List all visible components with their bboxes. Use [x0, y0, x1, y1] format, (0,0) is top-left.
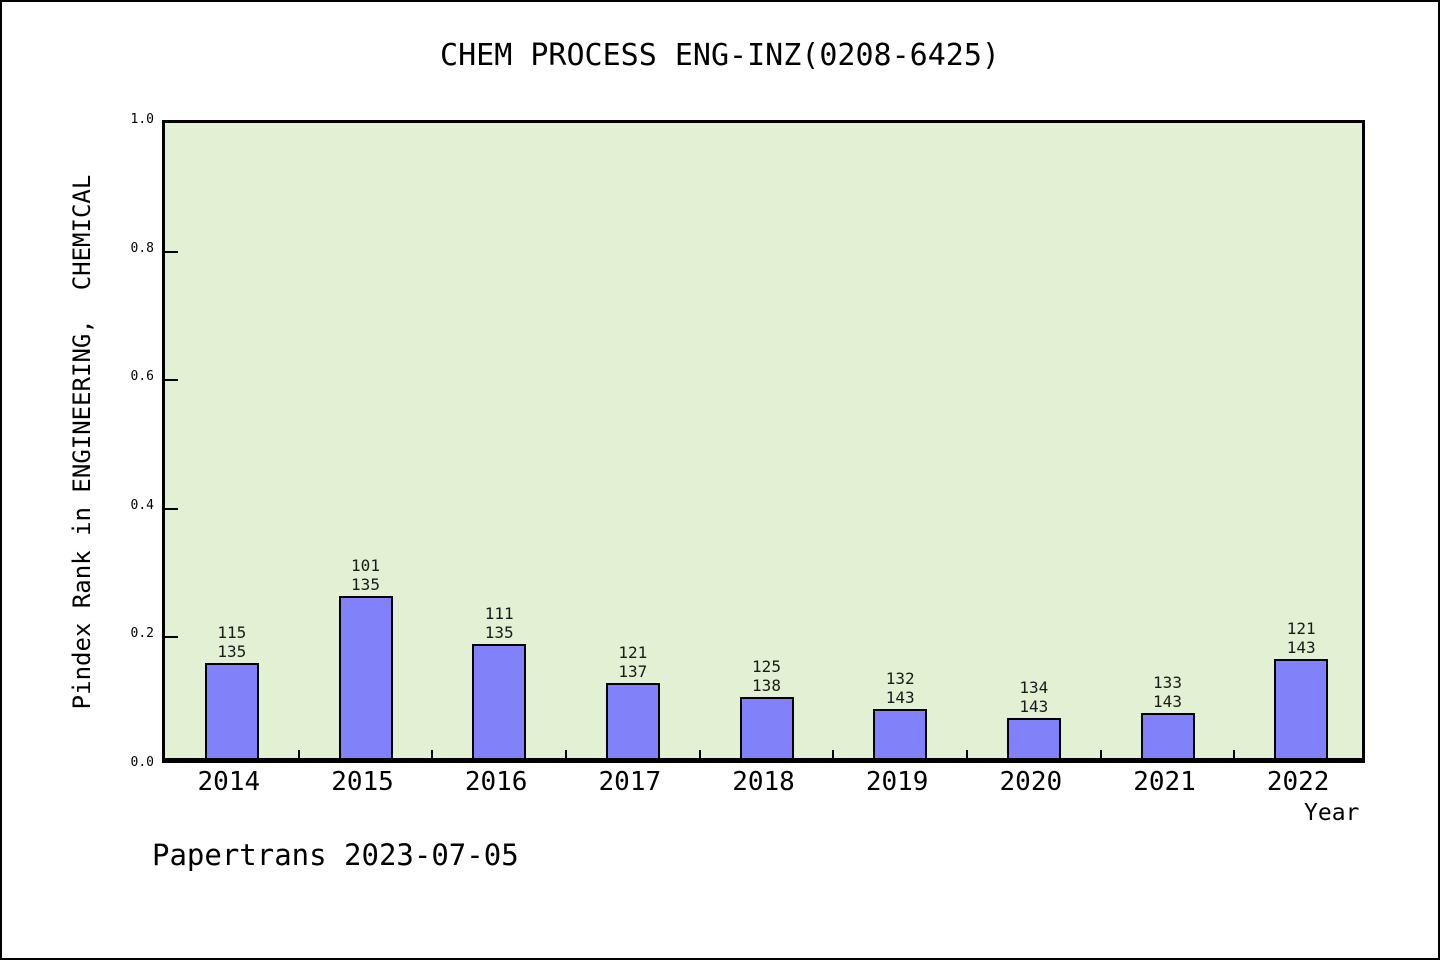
- bar: [1274, 659, 1329, 758]
- x-tick-mark: [698, 750, 701, 758]
- y-tick-mark: [165, 379, 178, 382]
- bar-value-label: 121 143: [1286, 619, 1316, 657]
- x-axis-label: Year: [1304, 800, 1360, 826]
- x-category-label: 2021: [1133, 767, 1196, 797]
- bar-value-label: 133 143: [1153, 673, 1182, 711]
- y-tick-mark: [165, 636, 178, 639]
- y-tick-mark: [165, 250, 178, 253]
- bar: [605, 683, 660, 758]
- x-tick-mark: [565, 750, 567, 758]
- bar: [204, 663, 259, 758]
- bar: [472, 644, 527, 758]
- bar: [739, 697, 794, 758]
- bar: [1006, 718, 1061, 758]
- bar: [873, 709, 928, 758]
- bar-value-label: 125 138: [752, 657, 781, 695]
- y-tick-label: 1.0: [130, 112, 154, 127]
- y-tick-label: 0.4: [130, 497, 154, 513]
- x-tick-mark: [832, 750, 835, 758]
- bar-value-label: 111 135: [484, 604, 514, 642]
- y-tick-label: 0.0: [130, 755, 154, 770]
- y-tick-label: 0.8: [130, 240, 154, 256]
- x-tick-mark: [966, 750, 968, 758]
- y-axis-label: Pindex Rank in ENGINEERING, CHEMICAL: [68, 174, 96, 710]
- x-category-label: 2022: [1266, 767, 1330, 797]
- y-tick-label: 0.6: [130, 369, 154, 385]
- x-tick-mark: [1099, 750, 1102, 758]
- x-category-label: 2014: [197, 767, 261, 797]
- bar-value-label: 101 135: [351, 556, 380, 594]
- x-category-label: 2018: [732, 767, 795, 797]
- y-tick-mark: [165, 507, 178, 510]
- footer-credit: Papertrans 2023-07-05: [152, 838, 519, 872]
- x-category-label: 2016: [464, 767, 528, 797]
- x-category-label: 2019: [865, 767, 929, 797]
- bar-value-label: 134 143: [1019, 678, 1049, 716]
- x-category-label: 2020: [999, 767, 1063, 797]
- x-tick-mark: [1233, 750, 1236, 758]
- plot-area: 115 135 101 135 111 135 121 137 125 138 132 1…: [162, 120, 1365, 763]
- x-category-label: 2017: [598, 767, 662, 797]
- y-tick-label: 0.2: [130, 626, 154, 642]
- x-tick-mark: [431, 750, 434, 758]
- chart-title: CHEM PROCESS ENG-INZ(0208-6425): [440, 38, 1000, 73]
- bar-value-label: 115 135: [217, 623, 247, 661]
- x-category-label: 2015: [331, 767, 394, 797]
- bar-value-label: 132 143: [885, 669, 915, 707]
- x-tick-mark: [297, 750, 300, 758]
- bar: [338, 596, 393, 758]
- bar: [1140, 713, 1195, 758]
- bar-value-label: 121 137: [618, 643, 648, 681]
